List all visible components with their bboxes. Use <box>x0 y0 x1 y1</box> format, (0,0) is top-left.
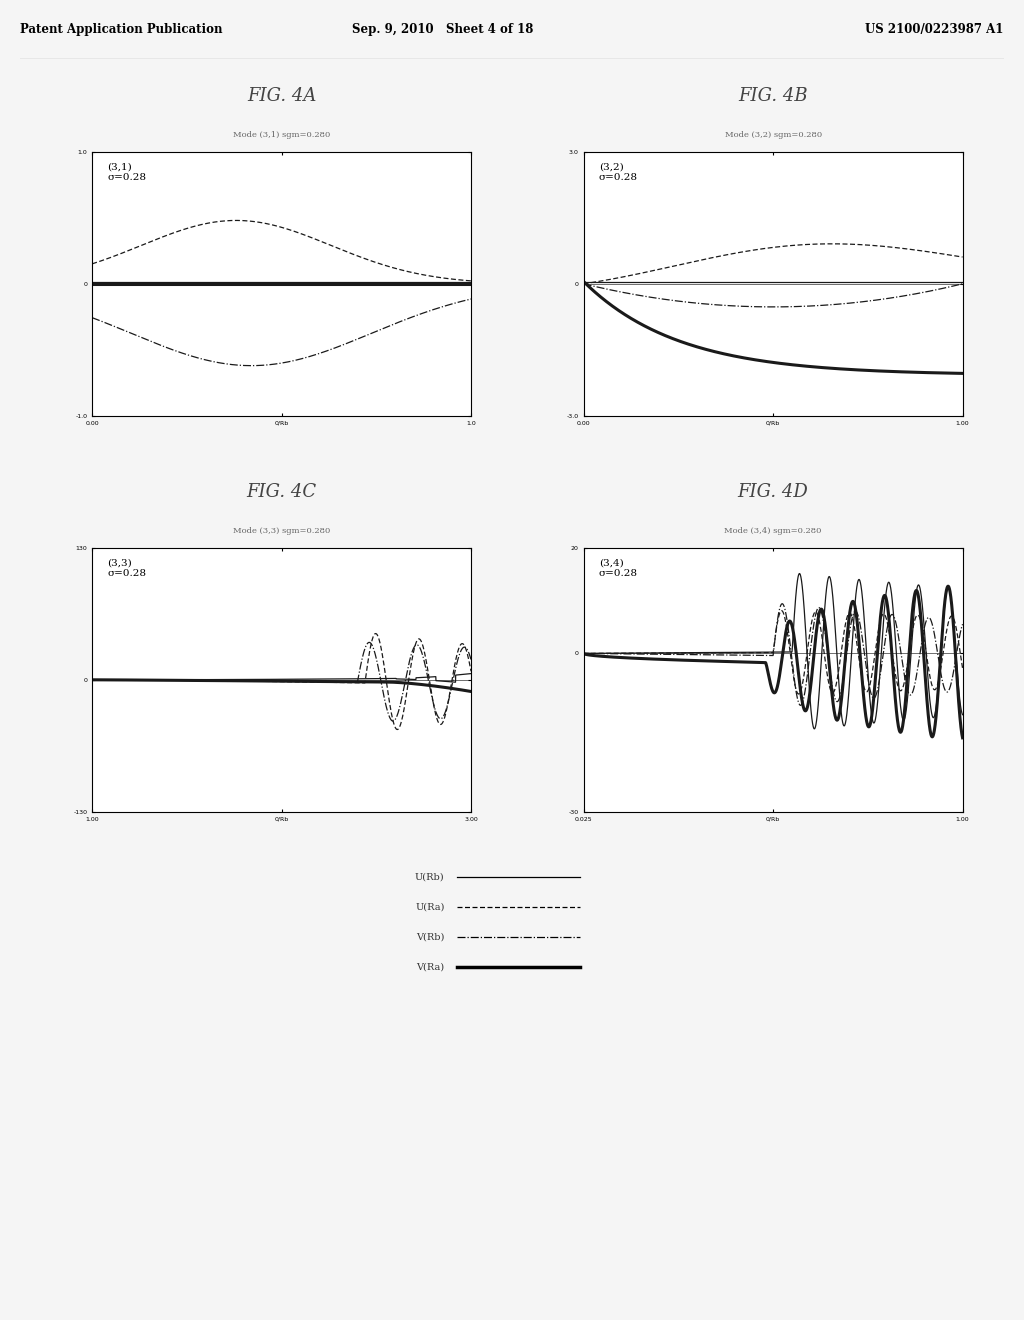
Text: FIG. 4C: FIG. 4C <box>247 483 316 502</box>
Text: Sep. 9, 2010   Sheet 4 of 18: Sep. 9, 2010 Sheet 4 of 18 <box>352 22 534 36</box>
Text: V(Ra): V(Ra) <box>417 962 444 972</box>
Text: FIG. 4B: FIG. 4B <box>738 87 808 106</box>
Text: (3,3)
σ=0.28: (3,3) σ=0.28 <box>108 558 146 578</box>
Text: U(Ra): U(Ra) <box>415 903 444 911</box>
Text: Mode (3,4) sgm=0.280: Mode (3,4) sgm=0.280 <box>724 528 822 536</box>
Text: Mode (3,1) sgm=0.280: Mode (3,1) sgm=0.280 <box>233 132 330 140</box>
Text: U(Rb): U(Rb) <box>415 873 444 882</box>
Text: Mode (3,2) sgm=0.280: Mode (3,2) sgm=0.280 <box>725 132 821 140</box>
Text: V(Rb): V(Rb) <box>416 932 444 941</box>
Text: US 2100/0223987 A1: US 2100/0223987 A1 <box>865 22 1004 36</box>
Text: (3,4)
σ=0.28: (3,4) σ=0.28 <box>599 558 638 578</box>
Text: Mode (3,3) sgm=0.280: Mode (3,3) sgm=0.280 <box>233 528 330 536</box>
Text: (3,2)
σ=0.28: (3,2) σ=0.28 <box>599 162 638 182</box>
Text: FIG. 4A: FIG. 4A <box>247 87 316 106</box>
Text: (3,1)
σ=0.28: (3,1) σ=0.28 <box>108 162 146 182</box>
Text: Patent Application Publication: Patent Application Publication <box>20 22 223 36</box>
Text: FIG. 4D: FIG. 4D <box>737 483 809 502</box>
